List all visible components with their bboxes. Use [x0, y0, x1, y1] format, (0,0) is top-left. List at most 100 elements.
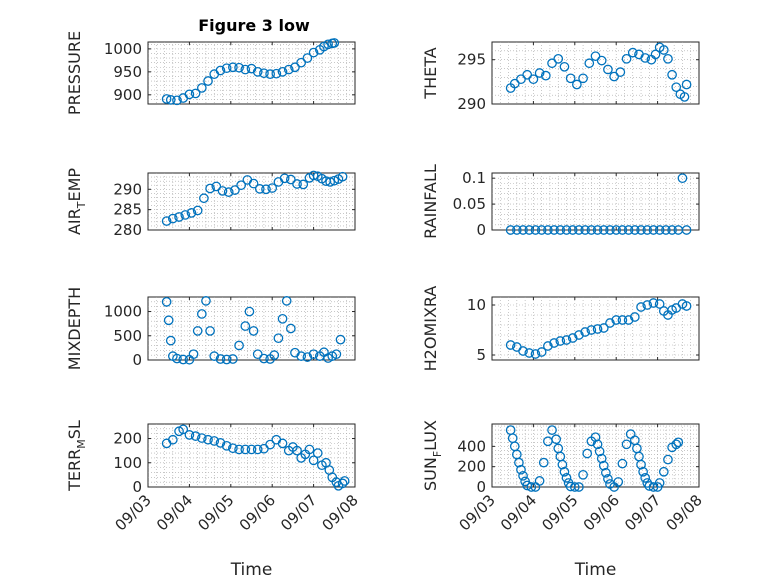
data-point: [209, 351, 220, 361]
data-point: [617, 225, 628, 235]
data-point: [252, 444, 263, 455]
x-tick-label: 09/06: [580, 491, 623, 534]
data-point: [592, 225, 603, 235]
data-point: [661, 225, 671, 235]
data-point: [574, 330, 584, 340]
panel-mixdepth: 0 500 1000 MIXDEPTH: [65, 287, 356, 370]
data-point: [267, 183, 278, 193]
data-point: [559, 61, 570, 72]
y-tick-label: 5: [476, 346, 486, 364]
y-axis-label-terr-msl: TERRMSL: [65, 420, 88, 492]
data-point: [292, 179, 302, 189]
data-point: [279, 173, 290, 184]
data-point: [642, 225, 653, 235]
data-point: [671, 439, 682, 450]
data-point: [667, 225, 677, 235]
data-point: [636, 302, 646, 312]
data-point: [292, 445, 302, 456]
data-point: [518, 346, 528, 356]
data-point: [667, 69, 677, 80]
y-tick-label: 0: [476, 221, 486, 239]
data-point: [308, 47, 319, 58]
data-point: [192, 326, 203, 336]
data-point: [586, 325, 597, 335]
data-point: [600, 467, 611, 478]
data-point: [629, 225, 640, 235]
data-point: [277, 313, 288, 324]
data-point: [615, 67, 626, 77]
data-point: [547, 425, 557, 435]
y-tick-label: 10: [467, 296, 486, 314]
panel-pressure: 900 950 1000 PRESSURE: [65, 31, 356, 115]
y-tick-label: 400: [457, 437, 486, 455]
data-point: [296, 351, 307, 361]
data-point: [584, 58, 595, 69]
data-point: [296, 57, 307, 68]
data-point: [530, 225, 541, 235]
y-tick-label: 200: [113, 430, 142, 448]
y-tick-label: 285: [113, 201, 142, 219]
data-point: [337, 478, 348, 489]
data-point: [203, 434, 213, 445]
data-point: [196, 83, 207, 93]
data-point: [509, 78, 520, 89]
data-point: [209, 436, 220, 446]
data-point: [290, 62, 300, 73]
data-point: [205, 326, 215, 336]
data-point: [217, 186, 228, 196]
data-point: [244, 306, 255, 317]
data-point: [578, 469, 588, 480]
data-point: [165, 95, 176, 105]
x-tick-label: 09/03: [456, 491, 499, 534]
data-point: [549, 225, 559, 235]
data-point: [654, 299, 665, 309]
data-point: [505, 225, 516, 235]
data-point: [561, 225, 572, 235]
data-point: [609, 71, 619, 82]
data-point: [211, 181, 222, 192]
data-point: [304, 444, 315, 455]
data-point: [215, 438, 226, 448]
figure-title: Figure 3 low: [198, 16, 310, 35]
data-point: [605, 225, 615, 235]
data-point: [240, 444, 251, 455]
data-point: [283, 64, 294, 75]
data-point: [505, 340, 516, 350]
data-point: [621, 439, 632, 450]
data-point: [590, 51, 601, 62]
x-tick-label: 09/08: [663, 491, 706, 534]
data-point: [592, 324, 603, 334]
data-point: [172, 353, 182, 364]
data-point: [228, 354, 238, 364]
data-point: [240, 321, 251, 331]
data-point: [273, 333, 284, 344]
x-tick-label: 09/06: [236, 491, 279, 534]
data-point: [526, 482, 537, 492]
data-point: [534, 476, 545, 486]
x-tick-label: 09/04: [497, 491, 540, 534]
data-point: [528, 74, 539, 85]
data-point: [221, 354, 232, 365]
data-point: [648, 225, 659, 235]
data-point: [640, 473, 651, 483]
x-tick-label: 09/07: [277, 491, 320, 534]
y-tick-label: 290: [113, 180, 142, 198]
data-point: [598, 460, 609, 471]
data-point: [172, 95, 182, 106]
data-point: [285, 174, 296, 185]
data-point: [308, 170, 319, 181]
data-point: [572, 79, 582, 90]
data-point: [205, 183, 215, 194]
data-point: [184, 89, 195, 100]
data-point: [538, 457, 549, 468]
data-point: [627, 47, 638, 58]
data-point: [658, 45, 669, 55]
data-point: [308, 349, 319, 360]
x-tick-label: 09/05: [194, 491, 237, 534]
data-point: [596, 55, 607, 66]
data-point: [511, 225, 522, 235]
data-point: [165, 335, 176, 346]
y-tick-label: 1000: [104, 303, 142, 321]
data-point: [221, 440, 232, 451]
